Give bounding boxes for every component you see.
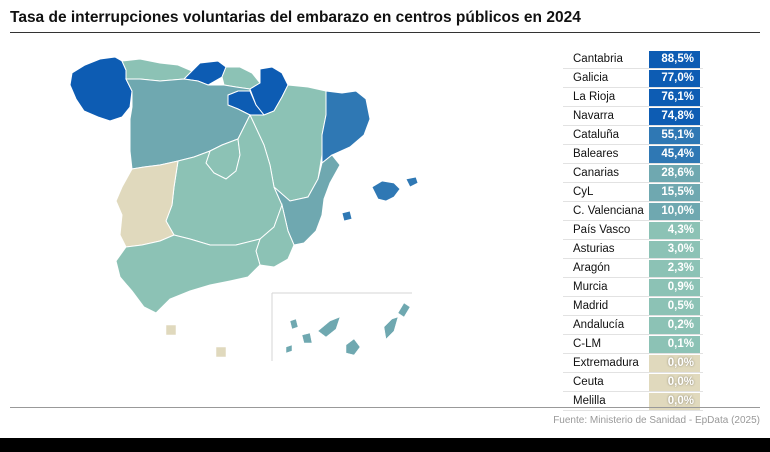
region-value: 74,8% bbox=[649, 108, 700, 125]
region-asturias[interactable] bbox=[121, 58, 193, 82]
table-row: Andalucía 0,2% bbox=[563, 317, 703, 335]
region-andalucia[interactable] bbox=[115, 234, 261, 314]
footer-divider bbox=[10, 407, 760, 408]
table-row: Cataluña 55,1% bbox=[563, 127, 703, 145]
table-row: C. Valenciana 10,0% bbox=[563, 203, 703, 221]
region-name: Cataluña bbox=[573, 129, 620, 141]
bottom-bar bbox=[0, 438, 770, 452]
region-name: La Rioja bbox=[573, 91, 616, 103]
region-name: Cantabria bbox=[573, 53, 623, 65]
region-value: 15,5% bbox=[649, 184, 700, 201]
region-name: Melilla bbox=[573, 395, 606, 407]
region-melilla[interactable] bbox=[215, 346, 227, 358]
canarias-inset-frame bbox=[271, 292, 412, 361]
region-name: Madrid bbox=[573, 300, 609, 312]
table-row: Ceuta 0,0% bbox=[563, 374, 703, 392]
region-name: Ceuta bbox=[573, 376, 604, 388]
region-value: 0,0% bbox=[649, 393, 700, 410]
region-galicia[interactable] bbox=[69, 56, 133, 122]
region-value: 28,6% bbox=[649, 165, 700, 182]
region-value: 0,9% bbox=[649, 279, 700, 296]
title-divider bbox=[10, 32, 760, 33]
region-value: 0,0% bbox=[649, 355, 700, 372]
table-row: Murcia 0,9% bbox=[563, 279, 703, 297]
table-row: Extremadura 0,0% bbox=[563, 355, 703, 373]
region-name: Asturias bbox=[573, 243, 615, 255]
table-row: Madrid 0,5% bbox=[563, 298, 703, 316]
region-value: 76,1% bbox=[649, 89, 700, 106]
region-name: Baleares bbox=[573, 148, 619, 160]
region-ceuta[interactable] bbox=[165, 324, 177, 336]
region-value: 2,3% bbox=[649, 260, 700, 277]
region-canarias[interactable] bbox=[285, 302, 411, 356]
region-name: CyL bbox=[573, 186, 594, 198]
table-row: C-LM 0,1% bbox=[563, 336, 703, 354]
table-row: País Vasco 4,3% bbox=[563, 222, 703, 240]
table-row: Canarias 28,6% bbox=[563, 165, 703, 183]
region-name: Galicia bbox=[573, 72, 609, 84]
table-row: CyL 15,5% bbox=[563, 184, 703, 202]
region-value: 77,0% bbox=[649, 70, 700, 87]
region-value: 45,4% bbox=[649, 146, 700, 163]
region-value: 4,3% bbox=[649, 222, 700, 239]
region-name: Murcia bbox=[573, 281, 608, 293]
table-row: Aragón 2,3% bbox=[563, 260, 703, 278]
table-row: Melilla 0,0% bbox=[563, 393, 703, 411]
region-value: 3,0% bbox=[649, 241, 700, 258]
table-row: Asturias 3,0% bbox=[563, 241, 703, 259]
region-name: Extremadura bbox=[573, 357, 639, 369]
region-name: País Vasco bbox=[573, 224, 631, 236]
region-value: 0,5% bbox=[649, 298, 700, 315]
region-name: Aragón bbox=[573, 262, 611, 274]
region-name: Andalucía bbox=[573, 319, 625, 331]
table-row: Navarra 74,8% bbox=[563, 108, 703, 126]
region-baleares[interactable] bbox=[341, 176, 419, 222]
region-cataluna[interactable] bbox=[321, 90, 371, 165]
region-extremadura[interactable] bbox=[115, 160, 179, 248]
region-value: 0,0% bbox=[649, 374, 700, 391]
region-c-valenciana[interactable] bbox=[273, 154, 341, 246]
region-name: Navarra bbox=[573, 110, 614, 122]
table-row: La Rioja 76,1% bbox=[563, 89, 703, 107]
table-row: Baleares 45,4% bbox=[563, 146, 703, 164]
region-name: C-LM bbox=[573, 338, 602, 350]
source-note: Fuente: Ministerio de Sanidad - EpData (… bbox=[553, 415, 760, 426]
region-value: 10,0% bbox=[649, 203, 700, 220]
spain-choropleth-map bbox=[69, 56, 419, 361]
region-value: 88,5% bbox=[649, 51, 700, 68]
region-name: Canarias bbox=[573, 167, 620, 179]
table-row: Cantabria 88,5% bbox=[563, 51, 703, 69]
region-value: 0,2% bbox=[649, 317, 700, 334]
region-name: C. Valenciana bbox=[573, 205, 644, 217]
region-value: 0,1% bbox=[649, 336, 700, 353]
ranking-table: Cantabria 88,5% Galicia 77,0% La Rioja 76,1% N… bbox=[563, 51, 703, 412]
region-value: 55,1% bbox=[649, 127, 700, 144]
table-row: Galicia 77,0% bbox=[563, 70, 703, 88]
chart-title: Tasa de interrupciones voluntarias del e… bbox=[10, 9, 581, 26]
